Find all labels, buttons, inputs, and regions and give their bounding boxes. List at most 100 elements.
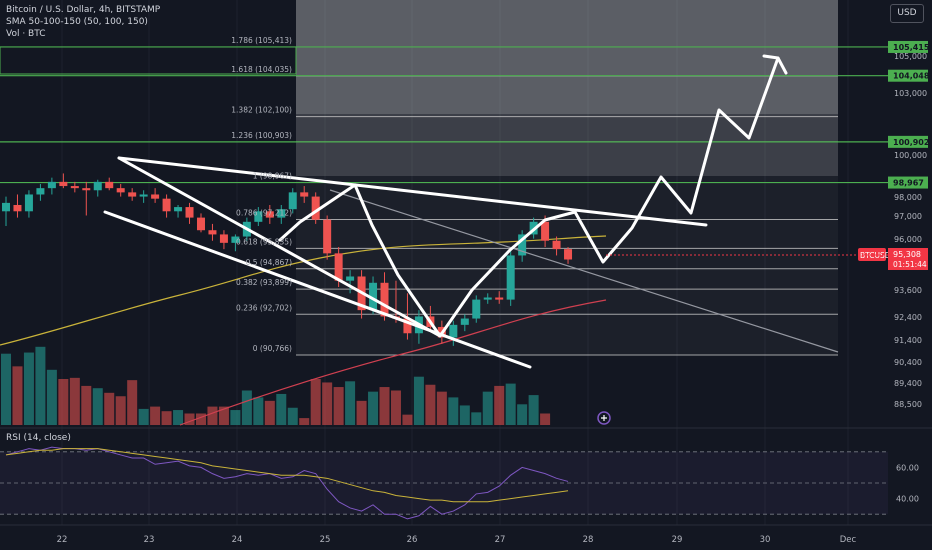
candle-body <box>449 324 458 338</box>
candle-body <box>472 299 481 319</box>
price-tick-label: 103,000 <box>894 89 927 98</box>
level-price-label: 98,967 <box>893 179 924 188</box>
user-drawings[interactable] <box>103 54 839 369</box>
volume-bar <box>23 352 34 425</box>
candle-body <box>288 192 297 210</box>
add-alert-button <box>597 411 611 425</box>
candle-body <box>105 181 114 189</box>
price-tick-label: 91,400 <box>894 336 922 345</box>
volume-bar <box>69 377 80 425</box>
current-price-tag <box>888 248 928 270</box>
candle-body <box>265 211 274 218</box>
candle-body <box>334 253 343 281</box>
volume-bar <box>264 400 275 425</box>
volume-bar <box>436 391 447 425</box>
price-tick-label: 105,000 <box>894 52 927 61</box>
candle-body <box>93 181 102 191</box>
candle-body <box>369 282 378 311</box>
volume-bar <box>58 379 69 425</box>
price-tick-label: 92,400 <box>894 313 922 322</box>
current-price-label: 95,308 <box>893 250 921 259</box>
volume-bar <box>356 400 367 425</box>
candle-body <box>277 209 286 218</box>
candle-body <box>185 207 194 218</box>
time-tick-label: 26 <box>407 535 418 545</box>
volume-bars <box>1 346 551 425</box>
volume-bar <box>218 406 229 425</box>
rsi-ma-line <box>5 448 569 503</box>
candle-body <box>495 297 504 300</box>
candle-body <box>2 202 10 212</box>
volume-bar <box>494 385 505 425</box>
volume-bar <box>299 418 310 425</box>
time-tick-label: 30 <box>760 535 771 545</box>
candle-body <box>311 196 320 220</box>
level-price-label: 104,048 <box>893 72 930 81</box>
time-tick-label: 29 <box>672 535 683 545</box>
candle-body <box>541 221 550 241</box>
rsi-axis-label: 60.00 <box>896 463 919 472</box>
volume-bar <box>184 413 195 425</box>
volume-bar <box>287 407 298 425</box>
price-tick-label: 96,000 <box>894 235 922 244</box>
wedge-lower-trendline <box>103 210 532 369</box>
candle-body <box>128 192 137 197</box>
volume-bar <box>459 405 470 425</box>
level-price-label: 105,415 <box>893 43 930 52</box>
symbol-title[interactable]: Bitcoin / U.S. Dollar, 4h, BITSTAMP <box>6 5 161 15</box>
candle-body <box>518 234 527 256</box>
countdown-label: 01:51:44 <box>893 260 927 269</box>
time-axis[interactable]: 22 23 24 25 26 27 28 29 30 Dec <box>0 524 932 545</box>
candle-body <box>139 194 148 197</box>
price-tick-label: 100,000 <box>894 151 927 160</box>
candle-body <box>231 236 240 243</box>
candle-body <box>506 255 515 300</box>
price-axis[interactable]: 105,000 103,000 100,000 98,000 97,000 96,000 9… <box>597 0 932 525</box>
volume-bar <box>81 385 92 425</box>
level-box <box>0 46 297 75</box>
volume-bar <box>173 410 184 425</box>
candle-body <box>162 198 171 212</box>
candle-body <box>219 234 228 243</box>
currency-button[interactable]: USD <box>890 4 924 23</box>
rsi-axis-label: 40.00 <box>896 495 919 504</box>
rsi-legend[interactable]: RSI (14, close) <box>6 433 71 443</box>
sma-legend[interactable]: SMA 50-100-150 (50, 100, 150) <box>6 17 148 27</box>
volume-bar <box>345 381 356 425</box>
time-tick-label: 28 <box>583 535 594 545</box>
volume-bar <box>230 410 241 425</box>
fib-label-0.382: 0.382 (93,899) <box>236 278 292 287</box>
candle-body <box>403 318 412 334</box>
volume-bar <box>368 391 379 425</box>
time-tick-label: 25 <box>320 535 331 545</box>
volume-bar <box>482 391 493 425</box>
volume-bar <box>207 406 218 425</box>
volume-legend[interactable]: Vol · BTC <box>6 29 46 39</box>
fib-label-0.618: 0.618 (95,835) <box>236 237 292 246</box>
volume-bar <box>241 390 252 425</box>
thin-diagonal-line <box>329 189 839 353</box>
volume-bar <box>127 380 138 425</box>
price-tick-label: 89,400 <box>894 379 922 388</box>
fib-label-1.382: 1.382 (102,100) <box>231 106 292 115</box>
price-tick-label: 97,000 <box>894 212 922 221</box>
wedge-upper-trendline <box>117 156 708 227</box>
green-levels <box>0 46 888 184</box>
time-tick-label: 23 <box>144 535 155 545</box>
candle-body <box>208 230 217 235</box>
candle-body <box>254 211 263 222</box>
volume-bar <box>402 414 413 425</box>
fib-label-0.236: 0.236 (92,702) <box>236 303 292 312</box>
volume-bar <box>448 397 459 425</box>
fib-label-1.618: 1.618 (104,035) <box>231 65 292 74</box>
volume-bar <box>425 384 436 425</box>
price-tick-label: 88,500 <box>894 400 922 409</box>
volume-bar <box>115 396 126 425</box>
candle-body <box>460 318 469 325</box>
candle-body <box>151 194 160 199</box>
volume-bar <box>310 379 321 425</box>
volume-bar <box>46 369 57 425</box>
candle-body <box>13 204 22 212</box>
